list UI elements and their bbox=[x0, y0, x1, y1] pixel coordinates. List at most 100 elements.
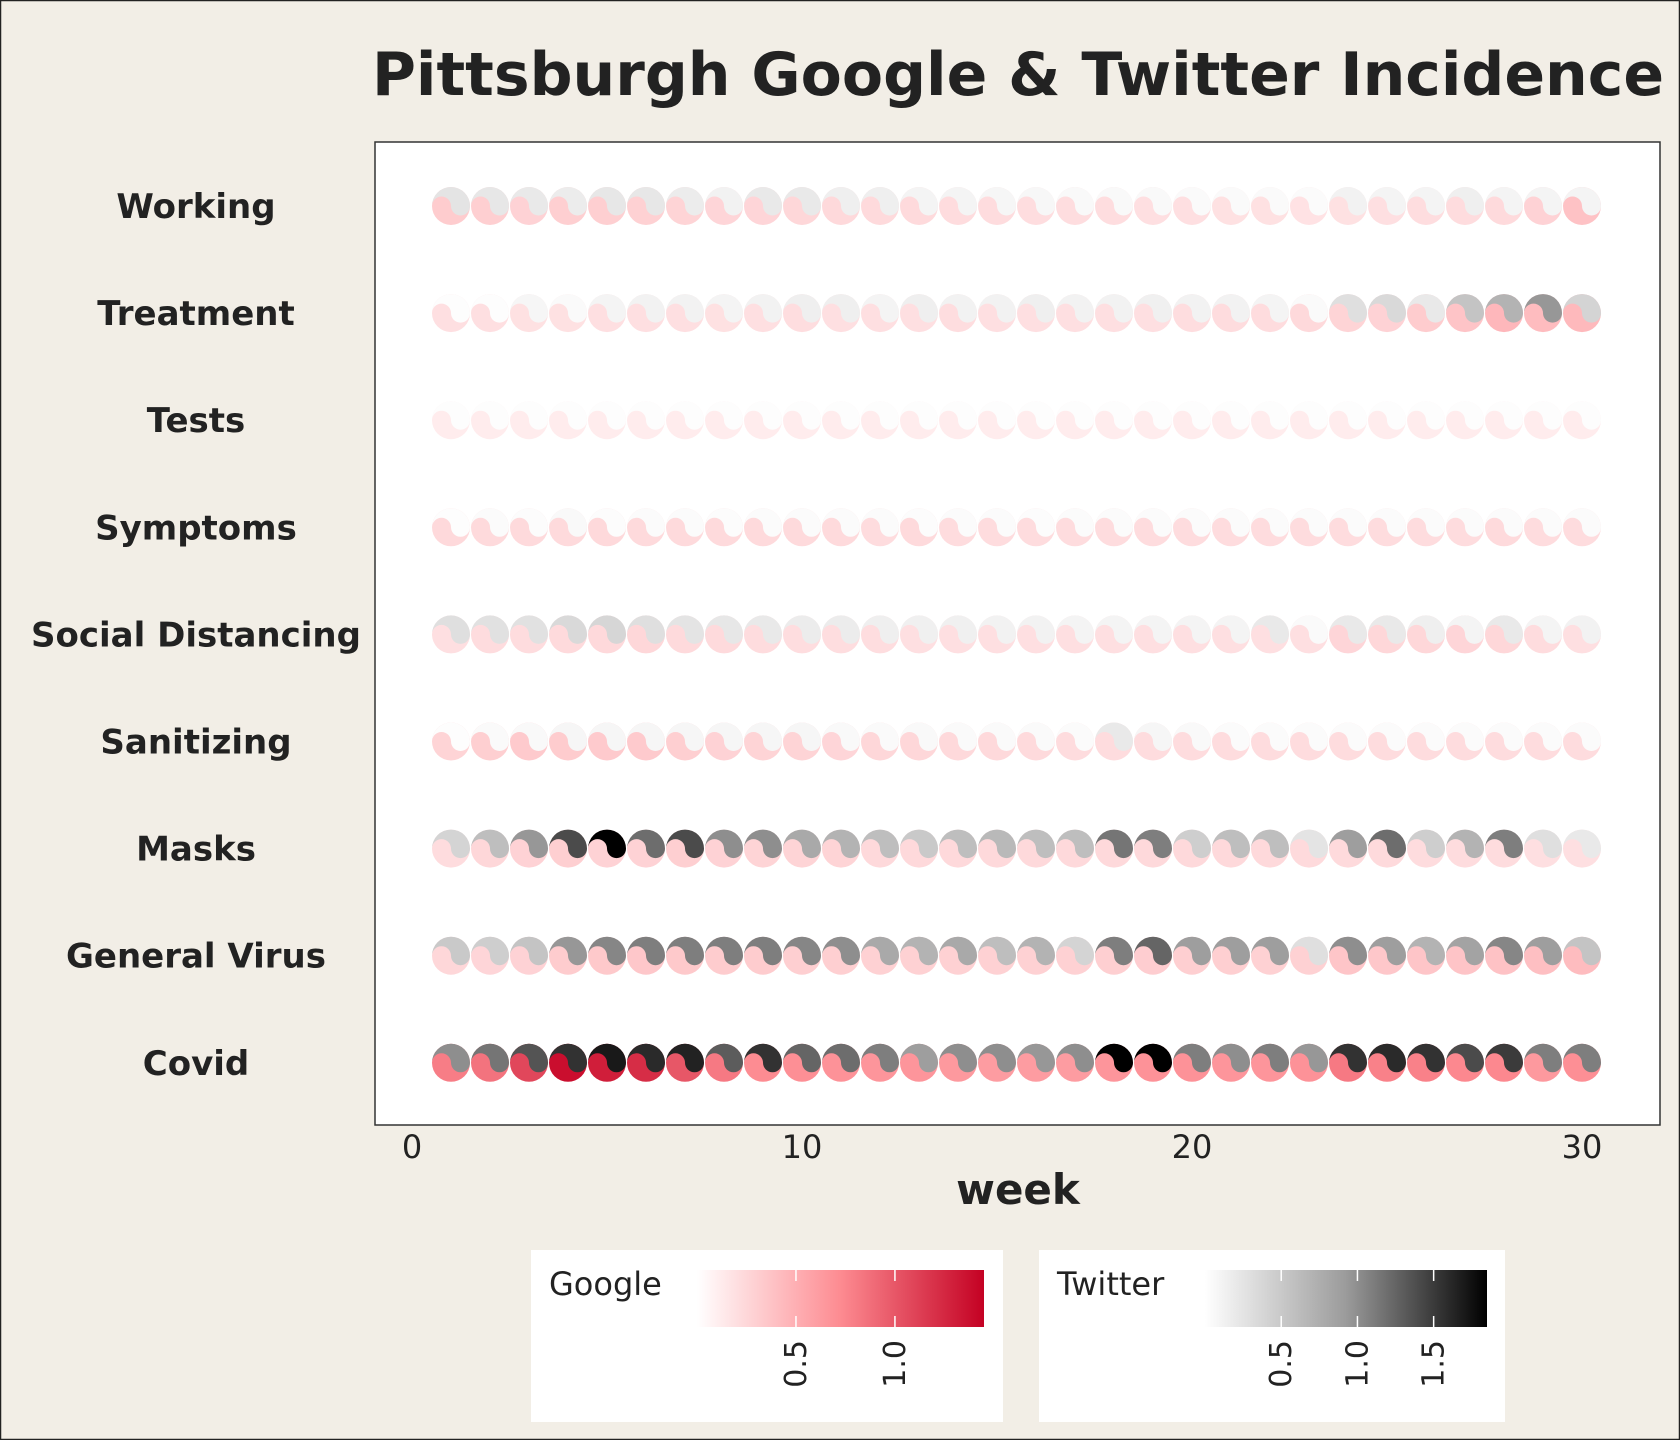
glyph bbox=[1251, 294, 1289, 333]
twitter-mark bbox=[1485, 936, 1523, 966]
twitter-mark bbox=[1095, 294, 1133, 323]
twitter-mark bbox=[588, 401, 626, 430]
glyph bbox=[1407, 936, 1446, 975]
glyph bbox=[1017, 829, 1055, 868]
twitter-mark bbox=[861, 615, 899, 644]
glyph bbox=[471, 1043, 509, 1082]
twitter-mark bbox=[1524, 615, 1562, 644]
twitter-mark bbox=[1095, 936, 1133, 966]
twitter-mark bbox=[861, 829, 899, 859]
twitter-mark bbox=[1407, 187, 1445, 216]
twitter-mark bbox=[705, 401, 743, 430]
glyph bbox=[666, 401, 704, 440]
twitter-mark bbox=[1563, 936, 1601, 966]
twitter-mark bbox=[705, 1043, 743, 1073]
glyph bbox=[510, 294, 548, 333]
twitter-mark bbox=[1173, 294, 1211, 323]
glyph bbox=[1095, 1043, 1133, 1082]
twitter-mark bbox=[1134, 508, 1172, 537]
twitter-mark bbox=[1017, 508, 1055, 537]
twitter-mark bbox=[666, 1043, 704, 1073]
glyph bbox=[1095, 401, 1133, 440]
twitter-mark bbox=[1290, 936, 1328, 966]
twitter-mark bbox=[1407, 1043, 1446, 1073]
glyph bbox=[549, 1043, 587, 1082]
glyph bbox=[1368, 294, 1406, 333]
twitter-mark bbox=[783, 401, 821, 430]
twitter-mark bbox=[510, 187, 548, 216]
twitter-mark bbox=[627, 1043, 665, 1073]
glyph bbox=[1212, 936, 1250, 975]
glyph bbox=[432, 508, 470, 547]
glyph bbox=[1212, 1043, 1250, 1082]
twitter-mark bbox=[1212, 829, 1250, 859]
x-tick-label: 0 bbox=[402, 1128, 422, 1166]
glyph bbox=[861, 1043, 899, 1082]
twitter-mark bbox=[822, 936, 860, 966]
glyph bbox=[705, 936, 743, 975]
glyph bbox=[1251, 615, 1289, 654]
glyph bbox=[666, 508, 704, 547]
glyph bbox=[1368, 508, 1406, 547]
twitter-mark bbox=[1095, 508, 1133, 537]
twitter-mark bbox=[1290, 829, 1328, 859]
glyph bbox=[1485, 1043, 1523, 1082]
twitter-mark bbox=[978, 294, 1017, 323]
glyph bbox=[549, 401, 587, 440]
twitter-mark bbox=[939, 615, 977, 644]
twitter-mark bbox=[744, 1043, 782, 1073]
legend-tick-label: 0.5 bbox=[779, 1340, 814, 1388]
twitter-mark bbox=[705, 722, 743, 752]
glyph bbox=[1329, 294, 1367, 333]
glyph bbox=[744, 187, 782, 225]
glyph bbox=[432, 722, 470, 761]
twitter-mark bbox=[822, 294, 860, 323]
twitter-mark bbox=[705, 294, 743, 323]
twitter-mark bbox=[1563, 1043, 1601, 1073]
twitter-mark bbox=[939, 829, 977, 859]
twitter-mark bbox=[1524, 722, 1562, 752]
glyph bbox=[1134, 187, 1172, 225]
twitter-mark bbox=[1524, 401, 1562, 430]
glyph bbox=[1407, 401, 1446, 440]
row-label: Treatment bbox=[97, 294, 294, 334]
glyph bbox=[1524, 936, 1562, 975]
twitter-mark bbox=[471, 1043, 509, 1073]
glyph bbox=[1368, 187, 1406, 225]
glyph bbox=[1407, 829, 1446, 868]
glyph bbox=[666, 187, 704, 225]
row-labels: Working Treatment Tests Symptoms Social Dist… bbox=[31, 187, 361, 1084]
twitter-mark bbox=[1095, 187, 1133, 216]
glyph bbox=[1134, 936, 1172, 975]
glyph bbox=[1017, 936, 1055, 975]
glyph bbox=[510, 508, 548, 547]
glyph bbox=[1329, 615, 1367, 654]
twitter-mark bbox=[1290, 187, 1328, 216]
twitter-mark bbox=[1095, 401, 1133, 430]
glyph bbox=[471, 936, 509, 975]
glyph bbox=[1134, 401, 1172, 440]
twitter-mark bbox=[1290, 615, 1328, 644]
twitter-mark bbox=[1017, 187, 1055, 216]
twitter-mark bbox=[549, 1043, 587, 1073]
glyph bbox=[432, 829, 470, 868]
twitter-mark bbox=[1017, 401, 1055, 430]
twitter-mark bbox=[627, 508, 665, 537]
legend-tick-label: 1.0 bbox=[878, 1340, 913, 1388]
twitter-mark bbox=[1368, 722, 1406, 752]
glyph bbox=[1251, 829, 1289, 868]
twitter-mark bbox=[1446, 508, 1484, 537]
twitter-mark bbox=[627, 187, 665, 216]
twitter-mark bbox=[549, 829, 587, 859]
twitter-mark bbox=[471, 829, 509, 859]
twitter-mark bbox=[1485, 294, 1523, 323]
twitter-mark bbox=[471, 508, 509, 537]
glyph bbox=[822, 187, 860, 225]
glyph bbox=[1173, 508, 1211, 547]
glyph bbox=[1173, 615, 1211, 654]
glyph bbox=[1173, 401, 1211, 440]
twitter-mark bbox=[1212, 936, 1250, 966]
legend-title: Twitter bbox=[1056, 1265, 1165, 1303]
glyph bbox=[1446, 508, 1484, 547]
twitter-mark bbox=[1056, 615, 1094, 644]
